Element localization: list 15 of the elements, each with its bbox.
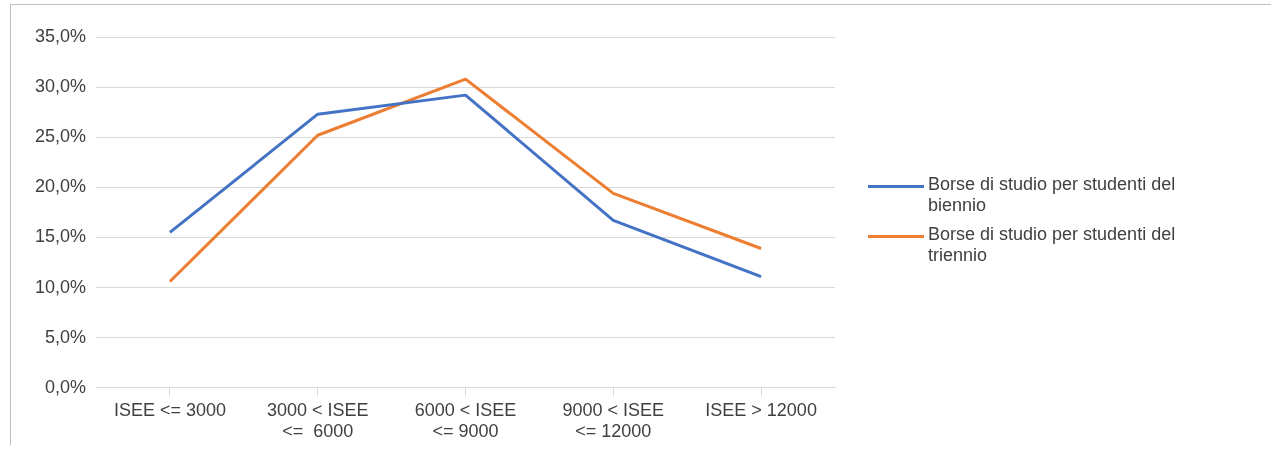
y-tick-label: 35,0% xyxy=(34,25,87,46)
y-tick-label: 5,0% xyxy=(45,326,87,347)
y-tick-label: 15,0% xyxy=(34,226,87,247)
x-tick-label: ISEE <= 3000 xyxy=(113,399,226,420)
x-tick-label: 3000 < ISEE <= 6000 xyxy=(266,399,369,442)
legend-label: Borse di studio per studenti del triennio xyxy=(928,224,1177,266)
y-tick-label: 25,0% xyxy=(34,126,87,147)
x-tick-label: 6000 < ISEE <= 9000 xyxy=(414,399,517,442)
y-tick-label: 20,0% xyxy=(34,176,87,197)
y-tick-label: 30,0% xyxy=(34,76,87,97)
legend-label: Borse di studio per studenti del biennio xyxy=(928,174,1177,216)
y-tick-label: 10,0% xyxy=(34,276,87,297)
x-tick-label: ISEE > 12000 xyxy=(705,399,817,420)
y-tick-label: 0,0% xyxy=(45,376,87,397)
x-tick-label: 9000 < ISEE <= 12000 xyxy=(562,399,665,442)
